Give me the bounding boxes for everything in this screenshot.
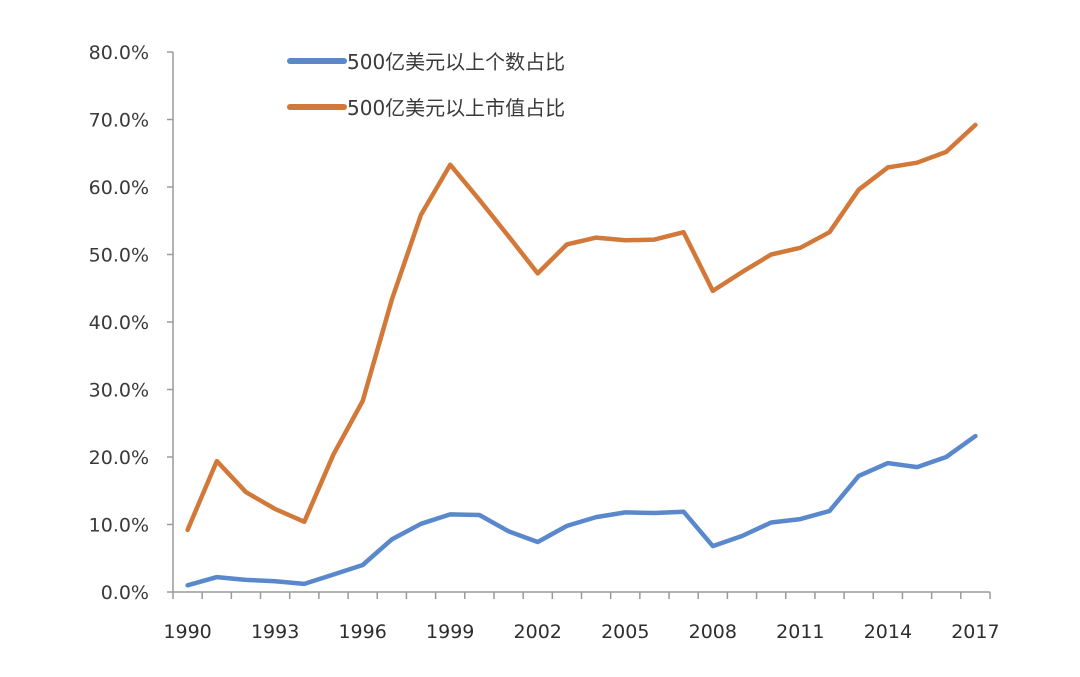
y-tick-label: 70.0% (89, 110, 149, 132)
x-tick-label: 2002 (514, 621, 562, 643)
legend: 500亿美元以上个数占比 500亿美元以上市值占比 (287, 50, 565, 120)
legend-label-count-share: 500亿美元以上个数占比 (347, 50, 565, 74)
y-tick-label: 20.0% (89, 447, 149, 469)
y-tick-label: 0.0% (101, 582, 149, 604)
x-tick-label: 2005 (601, 621, 649, 643)
y-tick-label: 40.0% (89, 312, 149, 334)
y-tick-label: 50.0% (89, 245, 149, 267)
series-line-market-cap-share (185, 122, 978, 533)
x-tick-label: 1990 (163, 621, 211, 643)
x-tick-label: 2017 (951, 621, 999, 643)
x-tick-label: 2014 (864, 621, 912, 643)
y-tick-label: 10.0% (89, 515, 149, 537)
series-line-count-share (185, 433, 978, 588)
x-tick-label: 2008 (689, 621, 737, 643)
series-layer (185, 122, 978, 588)
y-tick-label: 60.0% (89, 177, 149, 199)
x-axis: 1990 1993 1996 1999 2002 2005 2008 2011 2014 2017 (163, 591, 1000, 643)
y-axis: 0.0% 10.0% 20.0% 30.0% 40.0% 50.0% 60.0% 70.0% 8… (89, 42, 174, 604)
y-tick-label: 30.0% (89, 380, 149, 402)
x-tick-label: 1996 (338, 621, 386, 643)
x-tick-label: 1999 (426, 621, 474, 643)
x-tick-label: 2011 (776, 621, 824, 643)
x-tick-label: 1993 (251, 621, 299, 643)
y-tick-label: 80.0% (89, 42, 149, 64)
legend-label-market-cap-share: 500亿美元以上市值占比 (347, 96, 565, 120)
